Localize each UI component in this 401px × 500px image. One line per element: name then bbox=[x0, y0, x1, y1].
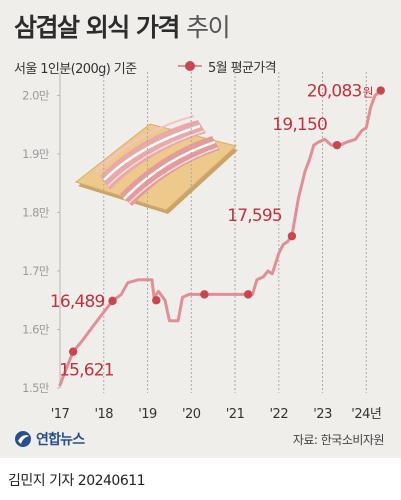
y-tick-label: 1.6만 bbox=[22, 322, 50, 336]
chart-title: 삼겹살 외식 가격 추이 bbox=[14, 8, 231, 44]
data-label: 16,489 bbox=[50, 292, 105, 312]
legend-marker-icon bbox=[178, 60, 202, 72]
line-chart: '17 '18 '19 '20 '21 '22 '23 '24년 1.5만 1.6만 1.7만 1.8… bbox=[22, 72, 385, 422]
x-tick-label: '22 bbox=[269, 407, 288, 422]
data-point bbox=[68, 347, 78, 356]
y-tick-label: 1.5만 bbox=[22, 381, 50, 395]
chart-card: 삼겹살 외식 가격 추이 서울 1인분(200g) 기준 5월 평균가격 '17… bbox=[0, 0, 401, 458]
title-suffix: 추이 bbox=[186, 13, 231, 42]
data-source: 자료: 한국소비자원 bbox=[292, 433, 385, 447]
x-tick-label: '23 bbox=[313, 407, 332, 422]
x-tick-label: '18 bbox=[94, 407, 113, 422]
x-tick-label: '20 bbox=[182, 407, 201, 422]
data-point bbox=[376, 86, 385, 95]
pork-belly-on-board-icon bbox=[74, 115, 238, 214]
data-label-unit: 원 bbox=[362, 86, 372, 100]
logo-text: 연합뉴스 bbox=[36, 432, 85, 448]
y-tick-label: 1.9만 bbox=[22, 147, 50, 161]
data-label-value: 20,083 bbox=[307, 82, 362, 102]
data-label: 20,083원 bbox=[307, 82, 373, 102]
data-point bbox=[152, 296, 161, 305]
x-tick-label: '21 bbox=[226, 407, 245, 422]
legend-label: 5월 평균가격 bbox=[208, 60, 277, 76]
yonhap-logo: 연합뉴스 bbox=[14, 428, 85, 450]
series-line bbox=[58, 89, 383, 387]
data-point bbox=[287, 231, 297, 241]
data-point bbox=[108, 296, 117, 306]
y-tick-label: 2.0만 bbox=[22, 88, 50, 102]
y-tick-label: 1.7만 bbox=[22, 264, 50, 278]
data-point bbox=[332, 140, 342, 150]
x-tick-label: '17 bbox=[51, 407, 70, 422]
data-label: 17,595 bbox=[227, 206, 282, 226]
data-label: 15,621 bbox=[59, 361, 114, 381]
y-tick-label: 1.8만 bbox=[22, 205, 50, 219]
x-tick-label: '19 bbox=[138, 407, 157, 422]
legend: 5월 평균가격 bbox=[178, 57, 277, 76]
yonhap-logo-icon bbox=[15, 431, 31, 447]
data-label: 19,150 bbox=[272, 115, 327, 135]
chart-subtitle: 서울 1인분(200g) 기준 bbox=[14, 62, 137, 77]
title-main: 삼겹살 외식 가격 bbox=[14, 13, 180, 42]
data-point bbox=[200, 290, 209, 299]
x-tick-label: '24년 bbox=[351, 407, 381, 422]
reporter-credit: 김민지 기자 20240611 bbox=[8, 473, 146, 489]
data-point bbox=[243, 290, 253, 299]
